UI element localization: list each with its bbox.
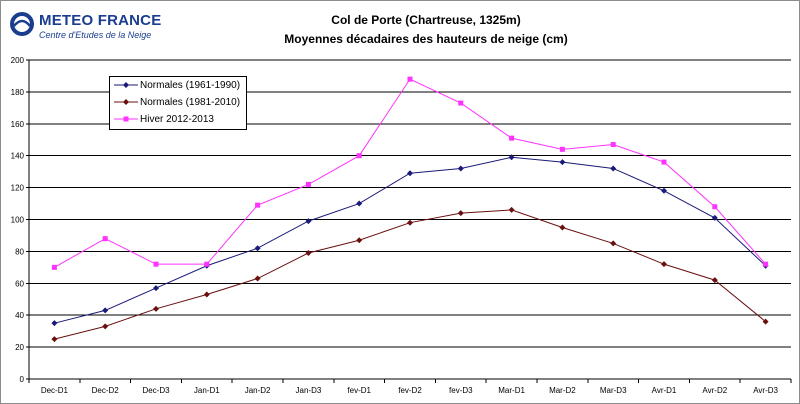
x-tick-label: Mar-D1 (498, 386, 525, 395)
x-tick-label: fev-D2 (398, 386, 422, 395)
meteo-france-logo-icon (10, 12, 34, 36)
y-tick-label: 40 (15, 311, 24, 320)
x-tick-label: Dec-D1 (41, 386, 69, 395)
data-point-hiver-2012-2013 (356, 153, 362, 159)
data-point-1981-2010 (153, 305, 159, 312)
data-point-hiver-2012-2013 (204, 261, 210, 267)
data-point-1981-2010 (254, 275, 261, 282)
data-point-1981-2010 (762, 318, 769, 325)
chart-subtitle: Moyennes décadaires des hauteurs de neig… (284, 32, 568, 46)
series-line-1961-1990 (54, 156, 766, 324)
x-tick-label: Jan-D2 (245, 386, 271, 395)
data-point-1981-2010 (661, 261, 667, 268)
x-tick-label: Avr-D2 (702, 386, 727, 395)
data-point-hiver-2012-2013 (763, 261, 769, 267)
y-tick-label: 100 (11, 216, 25, 225)
x-tick-label: Avr-D1 (652, 386, 677, 395)
data-point-1961-1990 (51, 320, 58, 327)
data-point-1961-1990 (610, 165, 617, 172)
data-point-hiver-2012-2013 (559, 146, 565, 152)
logo: METEO FRANCE Centre d'Etudes de la Neige (9, 9, 162, 43)
logo-name: METEO FRANCE (39, 12, 162, 29)
data-point-hiver-2012-2013 (255, 202, 261, 208)
data-point-hiver-2012-2013 (51, 264, 57, 270)
data-point-1981-2010 (559, 224, 566, 231)
data-point-1961-1990 (305, 218, 312, 225)
legend-swatch-1981-2010 (114, 99, 138, 105)
legend-item-1981-2010: Normales (1981-2010) (110, 94, 246, 111)
data-point-1981-2010 (508, 206, 515, 213)
x-tick-label: Dec-D2 (92, 386, 120, 395)
legend-label-1961-1990: Normales (1961-1990) (140, 80, 241, 91)
x-tick-label: Mar-D2 (549, 386, 576, 395)
data-point-1961-1990 (559, 159, 566, 166)
legend-swatch-hiver-2012-2013 (114, 116, 138, 122)
data-point-1961-1990 (508, 154, 515, 161)
chart-title-block: Col de Porte (Chartreuse, 1325m) Moyenne… (151, 11, 701, 49)
legend-item-hiver-2012-2013: Hiver 2012-2013 (110, 111, 246, 128)
chart-title: Col de Porte (Chartreuse, 1325m) (331, 13, 521, 27)
data-point-1961-1990 (457, 165, 464, 172)
y-tick-label: 20 (15, 343, 24, 352)
data-point-1961-1990 (153, 285, 159, 292)
data-point-1981-2010 (305, 249, 312, 256)
data-point-hiver-2012-2013 (153, 261, 159, 267)
y-tick-label: 200 (11, 56, 25, 65)
legend-item-1961-1990: Normales (1961-1990) (110, 77, 246, 94)
x-tick-label: Mar-D3 (600, 386, 627, 395)
x-tick-label: Dec-D3 (142, 386, 170, 395)
y-tick-label: 140 (11, 152, 25, 161)
data-point-1981-2010 (356, 237, 363, 244)
data-point-1961-1990 (407, 170, 413, 177)
data-point-1981-2010 (203, 291, 210, 298)
logo-subtitle: Centre d'Etudes de la Neige (39, 30, 152, 40)
y-tick-label: 60 (15, 279, 24, 288)
data-point-1981-2010 (102, 323, 109, 330)
data-point-hiver-2012-2013 (661, 159, 667, 165)
x-tick-label: fev-D1 (347, 386, 371, 395)
data-point-1981-2010 (51, 336, 58, 343)
data-point-1961-1990 (356, 200, 363, 207)
y-tick-label: 120 (11, 184, 25, 193)
y-tick-label: 160 (11, 120, 25, 129)
legend: Normales (1961-1990) Normales (1981-2010… (109, 76, 247, 130)
x-tick-label: Avr-D3 (753, 386, 778, 395)
data-point-1961-1990 (254, 245, 261, 252)
data-point-1981-2010 (711, 277, 718, 284)
legend-swatch-1961-1990 (114, 82, 138, 88)
data-point-1981-2010 (457, 210, 464, 217)
x-tick-label: Jan-D3 (296, 386, 322, 395)
data-point-hiver-2012-2013 (407, 76, 413, 82)
data-point-hiver-2012-2013 (102, 236, 108, 242)
y-tick-label: 80 (15, 247, 24, 256)
legend-label-1981-2010: Normales (1981-2010) (140, 97, 241, 108)
data-point-hiver-2012-2013 (305, 181, 311, 187)
y-tick-label: 180 (11, 88, 25, 97)
data-point-1961-1990 (102, 307, 109, 314)
y-tick-label: 0 (20, 375, 25, 384)
data-point-1961-1990 (711, 214, 718, 221)
x-tick-label: Jan-D1 (194, 386, 220, 395)
data-point-1961-1990 (661, 187, 667, 194)
series-line-1981-2010 (54, 209, 766, 340)
data-point-1981-2010 (610, 240, 617, 247)
x-tick-label: fev-D3 (449, 386, 473, 395)
data-point-hiver-2012-2013 (458, 100, 464, 106)
data-point-hiver-2012-2013 (712, 204, 718, 210)
data-point-hiver-2012-2013 (509, 135, 515, 141)
data-point-hiver-2012-2013 (610, 142, 616, 148)
data-point-1981-2010 (407, 219, 413, 226)
legend-label-hiver-2012-2013: Hiver 2012-2013 (140, 114, 214, 125)
